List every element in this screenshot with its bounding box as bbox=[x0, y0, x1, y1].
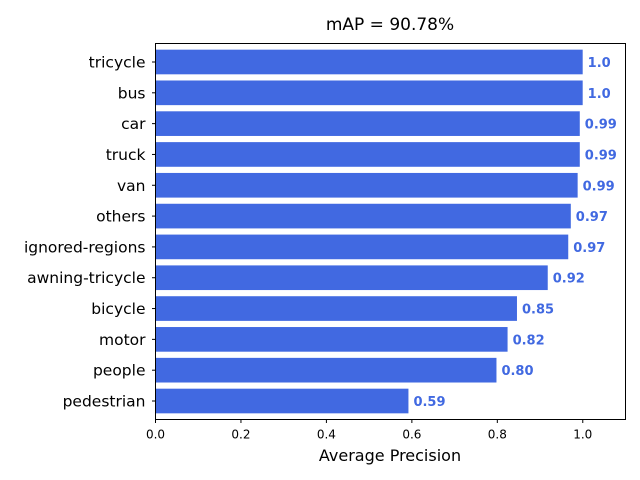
x-tick-label: 0.8 bbox=[488, 428, 507, 442]
bar-truck bbox=[155, 142, 580, 167]
bar-awning-tricycle bbox=[155, 265, 548, 291]
bar-bus bbox=[155, 80, 583, 106]
category-label-van: van bbox=[117, 177, 146, 195]
bar-van bbox=[155, 172, 578, 198]
category-label-motor: motor bbox=[99, 331, 146, 349]
value-label-ignored-regions: 0.97 bbox=[573, 241, 605, 256]
value-label-people: 0.80 bbox=[501, 364, 533, 379]
category-label-ignored-regions: ignored-regions bbox=[24, 238, 146, 256]
bar-motor bbox=[155, 327, 508, 352]
category-label-people: people bbox=[93, 362, 146, 380]
x-tick-label: 0.0 bbox=[146, 428, 165, 442]
x-axis-label: Average Precision bbox=[319, 446, 461, 465]
value-label-tricycle: 1.0 bbox=[588, 56, 611, 71]
value-label-bicycle: 0.85 bbox=[522, 303, 554, 318]
bars-group bbox=[155, 49, 583, 414]
bar-tricycle bbox=[155, 49, 583, 75]
category-label-pedestrian: pedestrian bbox=[63, 393, 146, 411]
plot-frame bbox=[155, 43, 626, 420]
value-label-van: 0.99 bbox=[583, 179, 615, 194]
x-tick-label: 1.0 bbox=[573, 428, 592, 442]
category-labels: tricycle bus car truck van others ignored-regi… bbox=[24, 53, 156, 411]
value-label-truck: 0.99 bbox=[585, 148, 617, 163]
value-label-awning-tricycle: 0.92 bbox=[553, 272, 585, 287]
bar-car bbox=[155, 111, 580, 136]
value-label-car: 0.99 bbox=[585, 118, 617, 133]
category-label-car: car bbox=[121, 115, 146, 133]
category-label-bicycle: bicycle bbox=[91, 300, 145, 318]
value-label-others: 0.97 bbox=[576, 210, 608, 225]
value-label-pedestrian: 0.59 bbox=[413, 395, 445, 410]
bar-pedestrian bbox=[155, 388, 409, 414]
bar-people bbox=[155, 357, 497, 383]
category-label-truck: truck bbox=[106, 146, 146, 164]
category-label-awning-tricycle: awning-tricycle bbox=[27, 269, 145, 287]
value-labels: 1.0 1.0 0.99 0.99 0.99 0.97 0.97 0.92 0.85 0.82 0.… bbox=[413, 56, 616, 410]
x-tick-label: 0.6 bbox=[402, 428, 421, 442]
value-label-motor: 0.82 bbox=[513, 333, 545, 348]
bar-ignored-regions bbox=[155, 234, 569, 260]
x-axis: 0.0 0.2 0.4 0.6 0.8 1.0 bbox=[146, 419, 592, 442]
category-label-tricycle: tricycle bbox=[89, 53, 146, 71]
chart-title: mAP = 90.78% bbox=[326, 15, 454, 35]
x-tick-label: 0.4 bbox=[317, 428, 336, 442]
bar-bicycle bbox=[155, 296, 517, 321]
category-label-others: others bbox=[96, 208, 145, 226]
category-label-bus: bus bbox=[118, 84, 146, 102]
bar-others bbox=[155, 203, 571, 229]
x-tick-label: 0.2 bbox=[231, 428, 250, 442]
value-label-bus: 1.0 bbox=[588, 87, 611, 102]
